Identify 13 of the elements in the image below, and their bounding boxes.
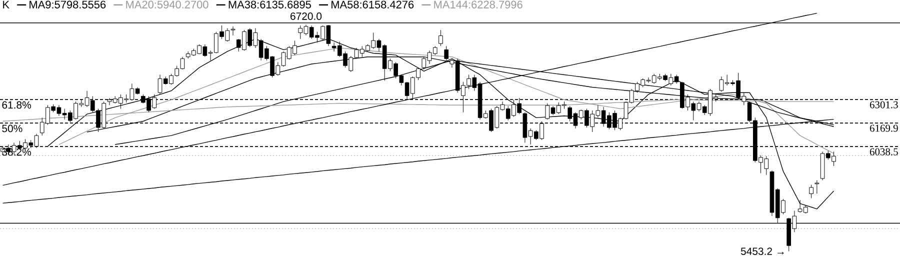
ref-line-label: 6038.5	[870, 148, 898, 156]
legend-label: MA38:6135.6895	[228, 0, 311, 8]
ref-line-label: 6301.3	[870, 101, 898, 108]
chart-title: K	[3, 0, 10, 8]
legend-label: MA58:6158.4276	[332, 0, 414, 8]
legend-label: MA9:5798.5556	[30, 0, 106, 8]
ref-line-label: 6169.9	[870, 124, 898, 132]
legend-label: MA20:5940.2700	[126, 0, 208, 8]
legend-label: MA144:6228.7996	[434, 0, 522, 8]
annotation: 50%	[2, 124, 22, 132]
annotation: 61.8%	[2, 101, 31, 109]
annotation: 6720.0	[290, 12, 322, 20]
annotation: 5453.2 →	[740, 248, 784, 255]
